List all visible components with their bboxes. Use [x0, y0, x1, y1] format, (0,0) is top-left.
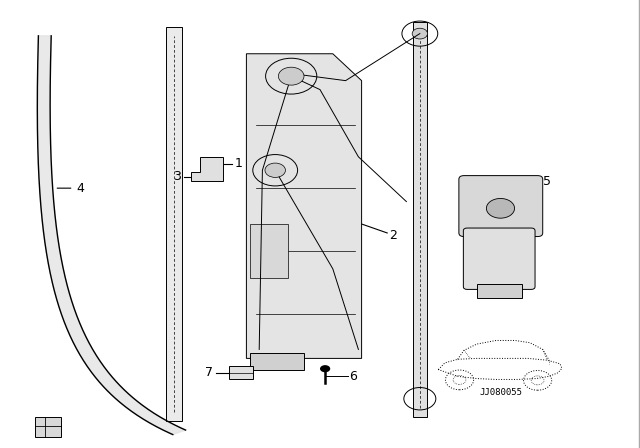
Bar	[229, 366, 253, 379]
Bar	[413, 22, 427, 417]
Text: 6: 6	[349, 370, 357, 383]
Circle shape	[278, 67, 304, 85]
Text: 5: 5	[543, 175, 550, 188]
FancyBboxPatch shape	[459, 176, 543, 237]
Polygon shape	[37, 36, 186, 435]
Text: 1: 1	[234, 157, 242, 170]
Text: 2: 2	[389, 228, 397, 242]
Bar	[477, 284, 522, 298]
Bar	[250, 353, 304, 370]
FancyBboxPatch shape	[463, 228, 535, 289]
Circle shape	[320, 365, 330, 372]
Text: 3: 3	[173, 170, 181, 184]
Polygon shape	[191, 157, 223, 181]
Polygon shape	[250, 224, 288, 278]
Polygon shape	[246, 54, 362, 358]
Circle shape	[486, 198, 515, 218]
Text: JJ080055: JJ080055	[479, 388, 522, 396]
Bar	[35, 417, 61, 437]
Bar	[166, 27, 182, 421]
Text: 4: 4	[77, 181, 84, 195]
Circle shape	[412, 28, 428, 39]
Text: 7: 7	[205, 366, 213, 379]
Circle shape	[265, 163, 285, 177]
